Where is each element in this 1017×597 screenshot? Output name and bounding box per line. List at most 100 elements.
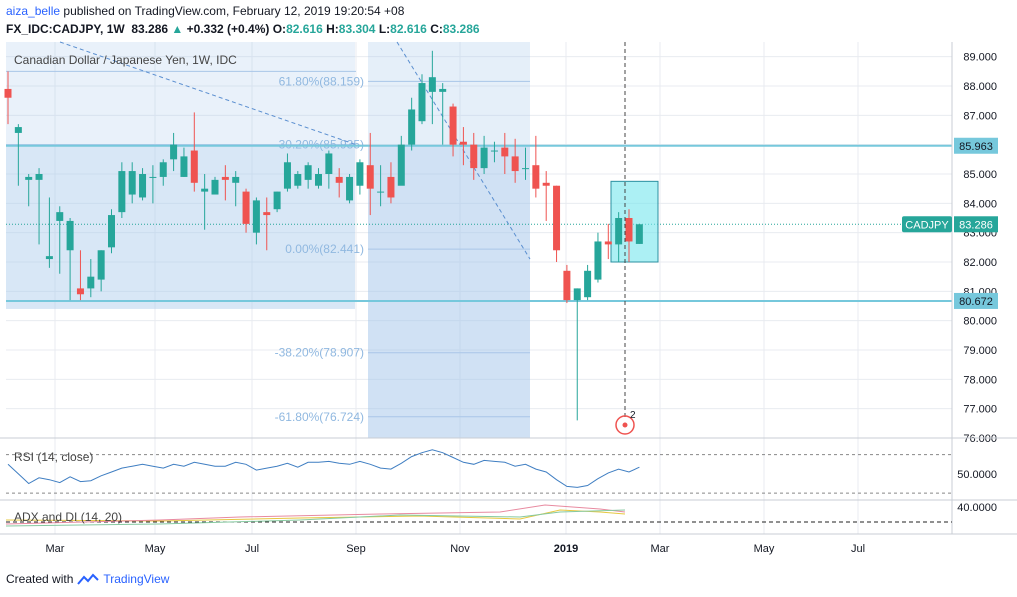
- candle-body: [56, 212, 64, 221]
- candle-body: [232, 176, 240, 183]
- candle-body: [304, 165, 312, 180]
- candle-body: [625, 218, 633, 242]
- candle-body: [252, 200, 260, 233]
- candle-body: [139, 174, 147, 198]
- close-label: C:: [430, 22, 443, 36]
- candle-body: [635, 224, 643, 244]
- candle-body: [480, 147, 488, 169]
- adx-label: ADX and DI (14, 20): [14, 510, 122, 524]
- fib-level-label: -61.80%(76.724): [275, 410, 364, 424]
- rsi-tick-label: 50.0000: [957, 469, 997, 481]
- y-tick-label: 79.000: [963, 345, 997, 357]
- low-value: 82.616: [390, 22, 427, 36]
- open-value: 82.616: [286, 22, 323, 36]
- level-price-tag: [954, 292, 998, 309]
- footer: Created with TradingView: [6, 572, 169, 586]
- shaded-zone: [6, 42, 355, 145]
- chart-title: Canadian Dollar / Japanese Yen, 1W, IDC: [14, 53, 237, 67]
- high-label: H:: [326, 22, 339, 36]
- candle-body: [149, 176, 157, 178]
- candle-body: [263, 212, 271, 216]
- symbol-name: FX_IDC:CADJPY, 1W: [6, 22, 125, 36]
- y-tick-label: 77.000: [963, 404, 997, 416]
- candle-body: [522, 168, 529, 170]
- rsi-line: [7, 449, 640, 488]
- rsi-label: RSI (14, close): [14, 450, 93, 464]
- x-tick-label: May: [145, 543, 166, 555]
- candle-body: [604, 241, 612, 245]
- candle-body: [325, 153, 333, 174]
- x-tick-label: 2019: [554, 543, 578, 555]
- fib-level-label: 61.80%(88.159): [279, 74, 364, 88]
- candle-body: [45, 256, 53, 260]
- candle-body: [418, 83, 426, 122]
- candle-body: [76, 288, 84, 295]
- candle-body: [242, 191, 250, 224]
- candle-body: [211, 179, 219, 195]
- di-minus-line: [5, 504, 626, 525]
- candle-body: [128, 171, 136, 195]
- high-value: 83.304: [338, 22, 376, 36]
- candle-body: [221, 176, 229, 180]
- x-tick-label: May: [754, 543, 775, 555]
- candle-body: [377, 191, 385, 193]
- tradingview-logo-icon: [77, 573, 100, 585]
- candle-body: [118, 171, 126, 213]
- candle-body: [108, 215, 115, 248]
- candle-body: [387, 176, 395, 198]
- x-tick-label: Nov: [450, 543, 470, 555]
- fib-level-label: -38.20%(78.907): [275, 346, 364, 360]
- candle-body: [397, 144, 405, 186]
- candle-body: [283, 162, 291, 189]
- candle-body: [180, 156, 188, 177]
- x-tick-label: Sep: [346, 543, 366, 555]
- candle-body: [294, 174, 302, 186]
- y-tick-label: 87.000: [963, 110, 997, 122]
- candle-body: [542, 182, 550, 186]
- x-tick-label: Mar: [46, 543, 65, 555]
- author-link[interactable]: aiza_belle: [6, 4, 61, 18]
- symbol-tag: [902, 216, 952, 233]
- alert-dot-icon: [622, 422, 628, 428]
- x-tick-label: Mar: [651, 543, 670, 555]
- candle-body: [573, 288, 581, 301]
- candle-body: [273, 191, 281, 210]
- candle-body: [584, 270, 592, 298]
- created-with-text: Created with: [6, 572, 74, 586]
- shaded-zone: [368, 145, 530, 438]
- candle-body: [459, 141, 467, 145]
- y-tick-label: 78.000: [963, 374, 997, 386]
- candle-body: [66, 220, 74, 251]
- level-price-tag: [954, 137, 998, 154]
- candle-body: [315, 174, 322, 186]
- candle-body: [97, 250, 105, 280]
- candle-body: [25, 176, 33, 180]
- x-tick-label: Jul: [245, 543, 259, 555]
- x-tick-label: Jul: [851, 543, 865, 555]
- y-tick-label: 85.000: [963, 169, 997, 181]
- y-tick-label: 88.000: [963, 81, 997, 93]
- published-text: published on TradingView.com, February 1…: [63, 4, 405, 18]
- last-price: 83.286: [131, 22, 169, 36]
- candle-body: [356, 162, 364, 186]
- publish-line: aiza_belle published on TradingView.com,…: [6, 4, 404, 18]
- trend-line: [59, 41, 357, 146]
- candle-body: [553, 185, 561, 251]
- close-value: 83.286: [442, 22, 480, 36]
- up-triangle-icon: ▲: [171, 22, 184, 36]
- candle-body: [594, 241, 602, 280]
- candle-body: [501, 147, 509, 157]
- open-label: O:: [272, 22, 287, 36]
- low-label: L:: [378, 22, 391, 36]
- y-tick-label: 89.000: [963, 52, 997, 64]
- candle-body: [190, 150, 198, 183]
- candle-body: [470, 144, 478, 169]
- candle-body: [159, 162, 167, 177]
- level-price-label: 80.672: [959, 296, 993, 308]
- candle-body: [35, 174, 43, 180]
- tradingview-brand[interactable]: TradingView: [103, 572, 170, 586]
- candle-body: [201, 188, 209, 192]
- adx-line: [5, 509, 626, 522]
- candle-body: [170, 144, 178, 160]
